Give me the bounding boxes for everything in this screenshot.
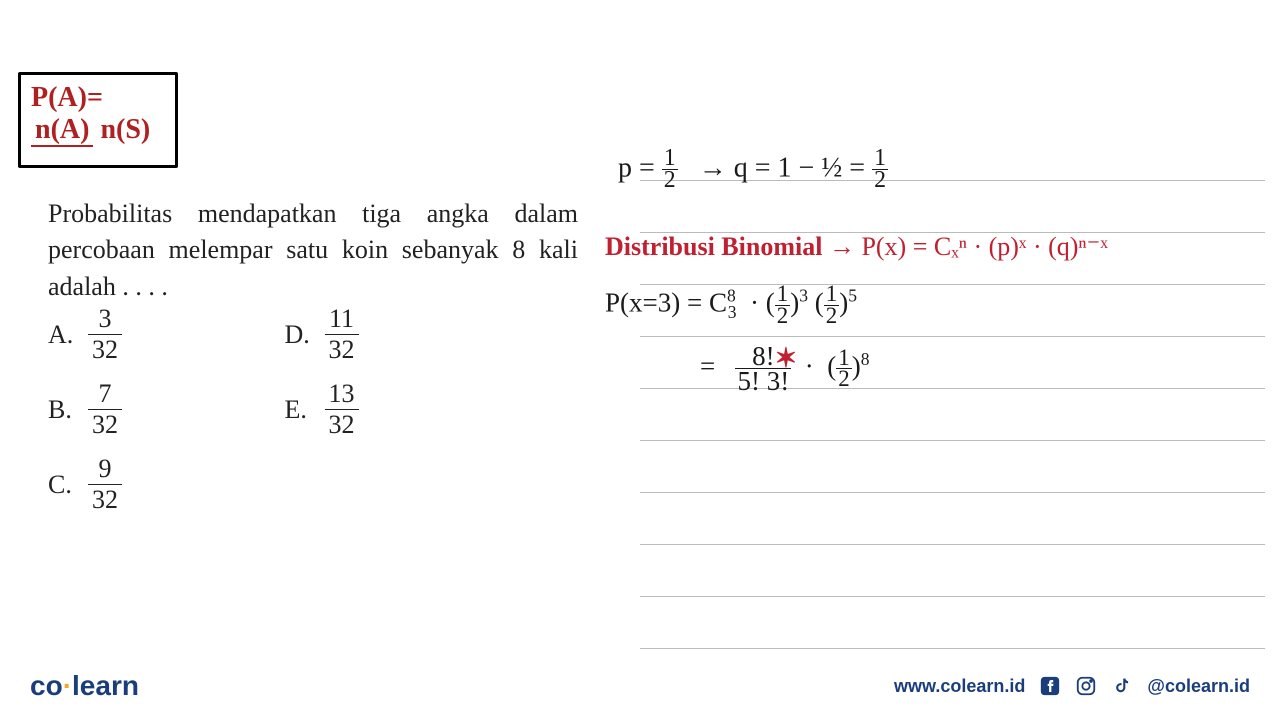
answer-choices: A. 332 B. 732 C. 932 D. 1132 E. 1332	[48, 306, 578, 531]
answer-A: A. 332	[48, 306, 278, 363]
answer-letter: E.	[285, 395, 325, 425]
answer-letter: C.	[48, 470, 88, 500]
answer-E: E. 1332	[285, 381, 515, 438]
formula-numerator: n(A)	[31, 114, 93, 147]
note-line-px3: P(x=3) = C83 · (12)3 (12)5	[605, 284, 857, 326]
footer-right: www.colearn.id @colearn.id	[894, 675, 1250, 697]
formula-denominator: n(S)	[100, 114, 150, 145]
note-line-expand: = 8! ✶ 5! 3! · (12)8	[700, 344, 869, 394]
facebook-icon	[1039, 675, 1061, 697]
footer-handle: @colearn.id	[1147, 676, 1250, 697]
formula-lhs: P(A)=	[31, 82, 103, 113]
answer-B: B. 732	[48, 381, 278, 438]
tiktok-icon	[1111, 675, 1133, 697]
instagram-icon	[1075, 675, 1097, 697]
question-text: Probabilitas mendapatkan tiga angka dala…	[48, 196, 578, 305]
answer-C: C. 932	[48, 456, 278, 513]
strike-mark: ✶	[775, 346, 798, 370]
note-line-p-q: p = 12 → q = 1 − ½ = 12	[618, 148, 888, 192]
answer-D: D. 1132	[285, 306, 515, 363]
footer: co·learn www.colearn.id @colearn.id	[0, 670, 1280, 702]
formula-box: P(A)= n(A) n(S)	[18, 72, 178, 168]
answer-letter: D.	[285, 320, 325, 350]
logo: co·learn	[30, 670, 139, 702]
footer-url: www.colearn.id	[894, 676, 1025, 697]
formula-content: P(A)= n(A) n(S)	[21, 75, 175, 154]
answer-letter: B.	[48, 395, 88, 425]
answer-letter: A.	[48, 320, 88, 350]
note-line-binomial-label: Distribusi Binomial → P(x) = Cₓⁿ · (p)ˣ …	[605, 232, 1108, 262]
